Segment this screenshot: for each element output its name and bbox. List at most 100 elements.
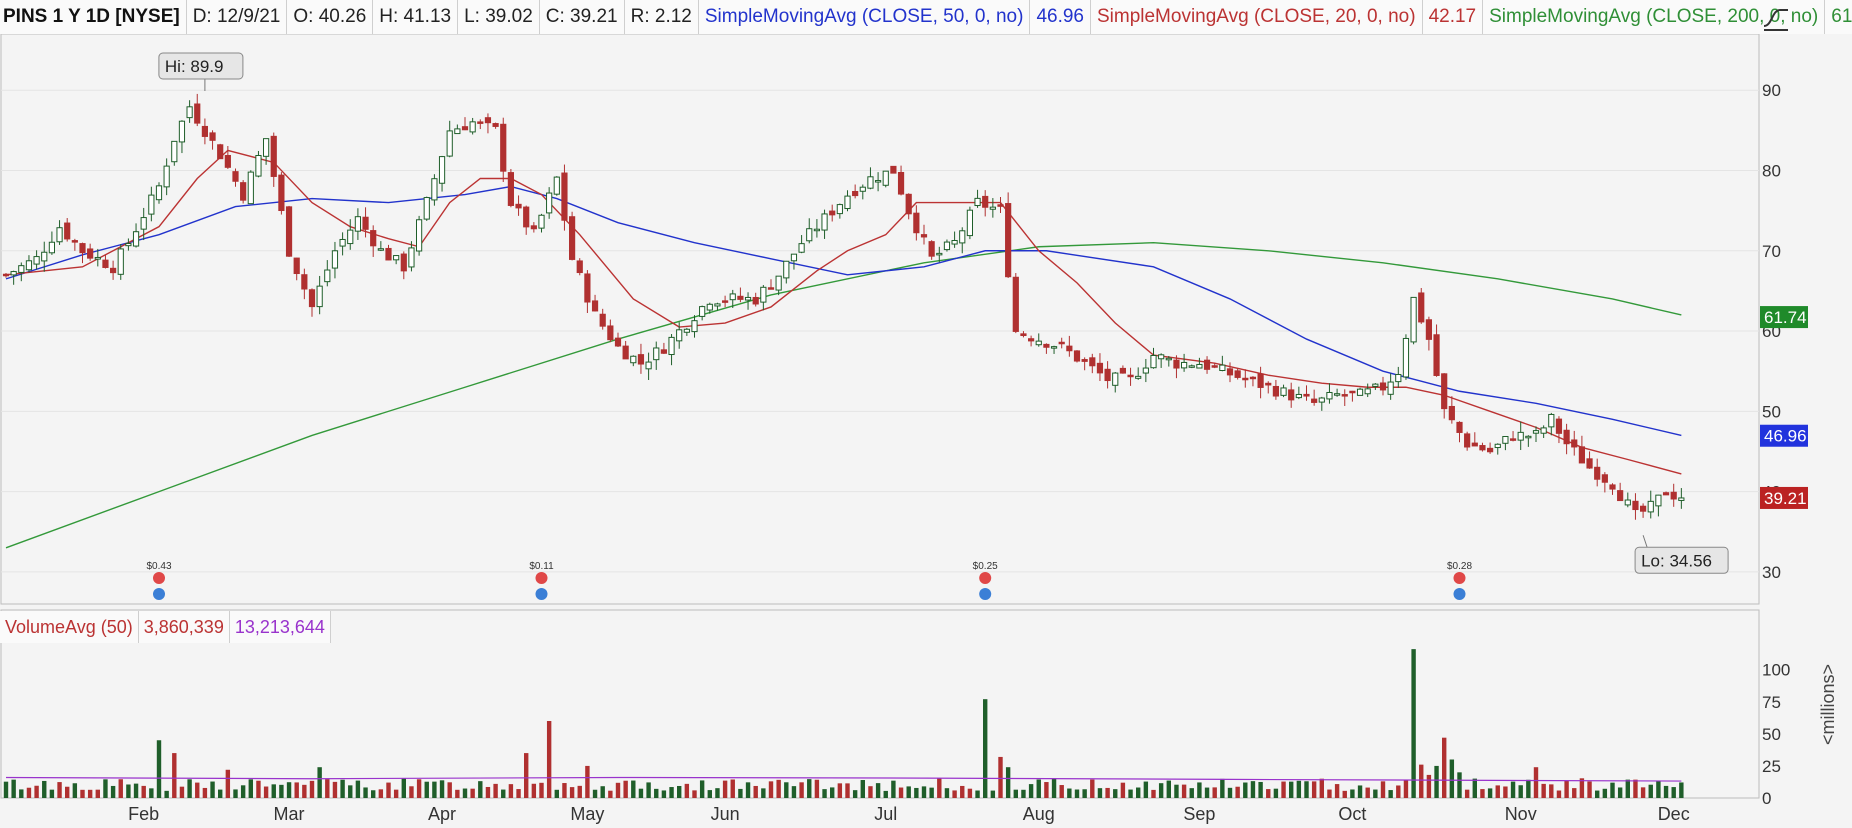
volume-bar [348, 785, 353, 798]
candle-body [1295, 393, 1302, 399]
volume-bar [1082, 789, 1087, 798]
candle-body [591, 300, 599, 312]
candle-body [240, 182, 247, 201]
volume-bar [332, 781, 338, 798]
date-tick-label: Apr [428, 804, 456, 824]
volume-tick-label: 100 [1762, 661, 1790, 680]
volume-bar [1197, 782, 1202, 798]
candle-body [94, 256, 101, 260]
candle-body [813, 228, 820, 232]
sma20-label[interactable]: SimpleMovingAvg (CLOSE, 20, 0, no) [1090, 0, 1423, 34]
volume-bar [921, 786, 927, 798]
volume-bar [914, 787, 919, 798]
date-tick-label: Jun [711, 804, 740, 824]
candle-body [1571, 439, 1578, 448]
volume-bar [294, 782, 299, 798]
candle-body [989, 206, 996, 210]
volume-bar [210, 781, 215, 798]
volume-avg-line [5, 776, 1682, 782]
volume-bar [187, 779, 192, 798]
candle-body [1096, 362, 1104, 374]
volume-bar [852, 790, 858, 798]
volume-bar [1304, 781, 1309, 798]
candle-body [821, 213, 828, 231]
candle-body [186, 106, 193, 119]
candle-body [1257, 373, 1264, 388]
dividend-markers: $0.43 $0.11 $0.25 $0.28 [146, 561, 1472, 600]
volume-bar [814, 779, 820, 798]
volume-bar [179, 786, 185, 798]
volume-bar [600, 786, 605, 798]
candle-body [859, 186, 866, 192]
candle-body [829, 210, 836, 216]
volume-bar [684, 783, 690, 798]
candle-body [270, 135, 277, 177]
volume-bar [1587, 781, 1592, 798]
volume-bar [699, 780, 705, 798]
sma50-label[interactable]: SimpleMovingAvg (CLOSE, 50, 0, no) [698, 0, 1031, 34]
volume-bar [72, 783, 78, 798]
sma200-label[interactable]: SimpleMovingAvg (CLOSE, 200, 0, no) [1483, 0, 1826, 34]
dividend-icon [535, 572, 548, 584]
candle-body [951, 239, 958, 245]
volume-bar [1250, 781, 1256, 798]
volume-bar [1143, 781, 1149, 798]
candle-body [744, 296, 752, 301]
candle-body [56, 227, 63, 243]
close-readout: C: 39.21 [539, 0, 625, 34]
volume-bar [263, 786, 269, 798]
earnings-icon [535, 588, 548, 600]
price-tag-box [1760, 424, 1808, 447]
volume-bar [1373, 789, 1378, 798]
candle-body [1173, 359, 1180, 369]
chart-style-icon[interactable] [1760, 4, 1792, 32]
candle-body [1356, 388, 1364, 396]
callout-box [158, 52, 244, 80]
open-readout: O: 40.26 [287, 0, 374, 34]
candle-body [584, 273, 591, 303]
symbol-label[interactable]: PINS 1 Y 1D [NYSE] [0, 0, 187, 34]
volume-avg-label[interactable]: VolumeAvg (50) [0, 611, 139, 643]
candle-body [201, 125, 209, 137]
candle-body [1372, 383, 1379, 387]
candle-body [928, 241, 935, 257]
volume-bar [883, 790, 888, 798]
volume-bar [1036, 779, 1041, 798]
candle-body [1334, 393, 1341, 396]
price-tag-label: 46.96 [1764, 427, 1807, 446]
volume-bar [1235, 786, 1240, 798]
volume-bar [1617, 787, 1623, 798]
candle-body [278, 174, 285, 212]
volume-bar [1640, 787, 1646, 798]
volume-bar [1388, 790, 1393, 798]
candle-body [1150, 354, 1157, 369]
volume-bar [1311, 781, 1317, 798]
price-tag-label: 61.74 [1764, 308, 1807, 327]
candle-body [10, 271, 17, 276]
candle-body [324, 269, 331, 283]
price-pane-background [0, 33, 1760, 605]
volume-bar [80, 789, 85, 798]
volume-bar [416, 779, 422, 798]
volume-bar [317, 767, 322, 798]
volume-bar [944, 788, 950, 798]
volume-bar [707, 790, 712, 798]
volume-bar [1204, 787, 1210, 798]
volume-bar [401, 778, 406, 798]
volume-bar [837, 783, 843, 798]
volume-bar [172, 753, 177, 798]
candle-body [423, 197, 430, 220]
volume-bar [508, 784, 514, 798]
volume-bar [1671, 787, 1676, 798]
volume-bar [1495, 785, 1500, 798]
volume-bar [447, 782, 452, 798]
candle-body [1410, 296, 1417, 343]
volume-bar [730, 779, 735, 798]
volume-bar [11, 779, 16, 798]
volume-bar [478, 781, 483, 798]
volume-bar [26, 787, 32, 798]
candle-body [431, 178, 438, 201]
candle-body [33, 256, 40, 265]
candle-body [48, 241, 55, 254]
